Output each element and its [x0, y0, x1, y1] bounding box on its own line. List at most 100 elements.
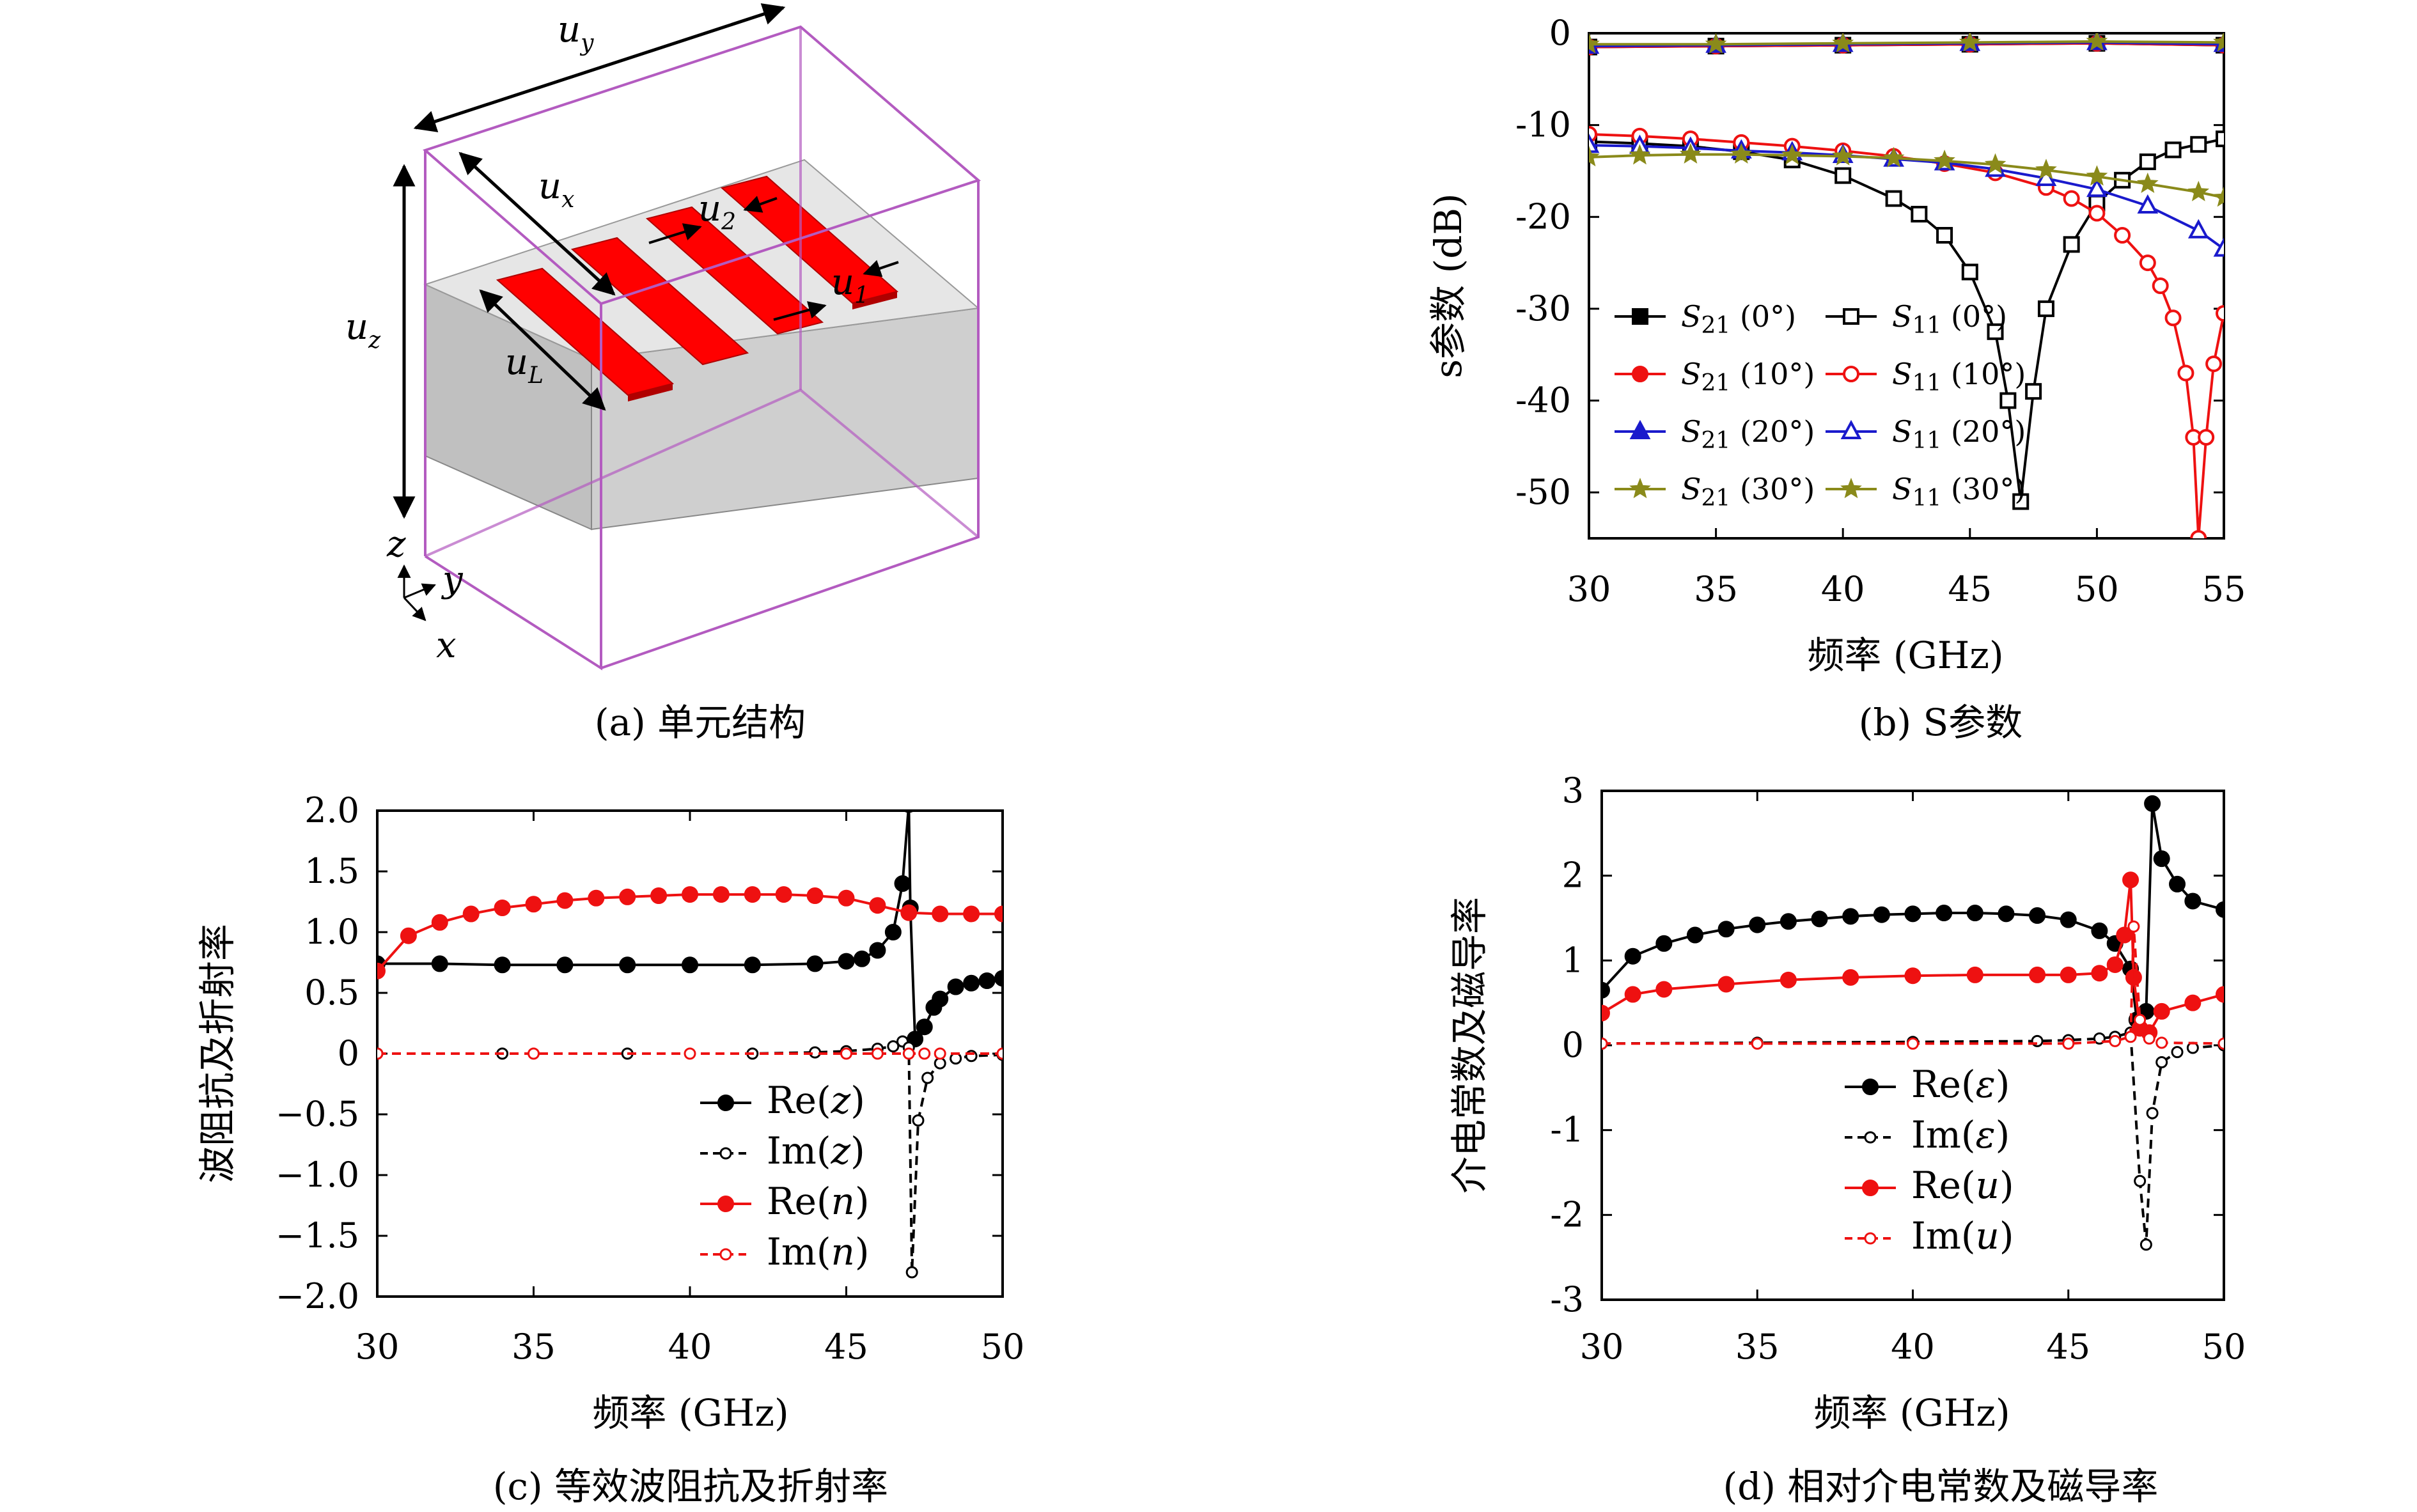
series-im-z-: [377, 1035, 1003, 1279]
data-point: [1602, 1037, 1608, 1050]
data-point: [528, 1047, 540, 1060]
data-point: [994, 970, 1003, 987]
data-point: [894, 875, 911, 892]
data-point: [1780, 971, 1797, 988]
data-point: [1832, 33, 1854, 53]
data-point: [1751, 1037, 1764, 1050]
strip-4-side: [852, 292, 897, 309]
series-re-n-: [377, 886, 1003, 979]
data-point: [2086, 33, 2108, 51]
data-point: [2213, 33, 2224, 52]
data-point: [1842, 908, 1859, 925]
data-point: [2063, 190, 2080, 207]
data-point: [494, 900, 511, 916]
legend-label: S21 (10°): [1681, 357, 1815, 396]
y-tick-label: -2: [1550, 1194, 1584, 1235]
data-point: [1679, 143, 1701, 164]
y-tick-label: 0.5: [304, 972, 359, 1013]
data-point: [2164, 141, 2182, 159]
data-point: [887, 1040, 900, 1053]
data-point: [963, 974, 980, 992]
data-point: [556, 892, 574, 909]
data-point: [1834, 167, 1852, 184]
data-point: [934, 1047, 946, 1060]
data-point: [2134, 1174, 2147, 1187]
data-point: [1717, 976, 1735, 993]
data-point: [884, 924, 902, 940]
series-line: [1602, 878, 2224, 1034]
data-point: [934, 1057, 946, 1070]
caption-b: (b) S参数: [1859, 701, 2023, 744]
data-point: [1705, 33, 1727, 54]
data-point: [1629, 144, 1651, 165]
x-tick-label: 40: [1891, 1327, 1935, 1367]
data-point: [1717, 921, 1735, 938]
legend-marker: [719, 1147, 732, 1160]
series-re-u-: [1602, 871, 2224, 1041]
data-point: [2060, 966, 2077, 983]
data-point: [2190, 530, 2207, 538]
data-point: [1781, 144, 1803, 165]
legend-marker: [1864, 1131, 1877, 1144]
data-point: [1624, 947, 1641, 965]
data-point: [2012, 493, 2030, 510]
ux-dimension-arrow: [458, 152, 616, 296]
data-point: [2063, 236, 2080, 253]
data-point: [1936, 905, 1953, 922]
data-point: [2164, 309, 2182, 327]
permittivity-permeability-chart: 30 35 40 45 50 3 2 1 0 -1 -2 -3 频率 (GHz) 介电常数及磁导率 Re(ε…: [1448, 770, 2246, 1435]
legend-marker: [1843, 308, 1859, 325]
data-point: [2088, 205, 2106, 222]
x-tick-label: 50: [2202, 1327, 2246, 1367]
data-point: [1934, 149, 1955, 171]
plot-frame: [1588, 32, 2225, 540]
series-line: [1589, 40, 2224, 46]
y-tick-label: -30: [1515, 288, 1571, 329]
data-point: [2205, 355, 2223, 373]
y-tick-label: −1.0: [276, 1155, 359, 1195]
data-point: [1873, 906, 1890, 923]
data-point: [2134, 1013, 2147, 1026]
series-s11-0-: [1589, 130, 2224, 510]
data-point: [932, 990, 949, 1008]
data-point: [2124, 1031, 2137, 1043]
s-parameter-chart: 30 35 40 45 50 55 0 -10 -20 -30 -40 -50 频率 (GHz) s参数 …: [1427, 13, 2246, 677]
u1-arrow-right: [863, 260, 899, 277]
series-line: [1589, 153, 2224, 199]
x-tick-label: 40: [668, 1327, 712, 1367]
legend-marker: [1840, 419, 1862, 439]
data-point: [2062, 1037, 2075, 1050]
y-tick-label: 1: [1562, 940, 1584, 980]
data-point: [2127, 920, 2140, 933]
data-point: [838, 889, 855, 907]
data-point: [2029, 966, 2046, 983]
data-point: [869, 897, 886, 914]
y-tick-label: 2: [1562, 855, 1584, 896]
data-point: [619, 888, 636, 905]
data-point: [1589, 134, 1600, 153]
legend-item: S21 (0°): [1615, 299, 1796, 339]
data-point: [2171, 1046, 2184, 1059]
x-tick-label: 45: [1948, 569, 1992, 609]
x-axis-label: 频率 (GHz): [1807, 634, 2003, 677]
legend-item: Re(z): [700, 1079, 865, 1122]
y-tick-label: -50: [1515, 472, 1571, 512]
data-point: [1961, 263, 1978, 281]
x-tick-label: 40: [1821, 569, 1865, 609]
legend-item: S21 (10°): [1615, 357, 1815, 396]
data-point: [556, 956, 574, 974]
data-point: [1832, 144, 1854, 166]
caption-d: (d) 相对介电常数及磁导率: [1723, 1465, 2159, 1508]
unit-cell-box: [423, 25, 981, 671]
data-point: [1904, 905, 1921, 923]
y-tick-label: 3: [1562, 770, 1584, 811]
data-point: [619, 956, 636, 974]
data-point: [1842, 969, 1859, 986]
legend-item: Re(ε): [1845, 1063, 2010, 1106]
x-tick-label: 50: [2075, 569, 2119, 609]
axis-z-label: z: [386, 524, 406, 565]
data-point: [2184, 892, 2202, 910]
data-point: [1959, 33, 1981, 52]
data-point: [932, 905, 949, 923]
